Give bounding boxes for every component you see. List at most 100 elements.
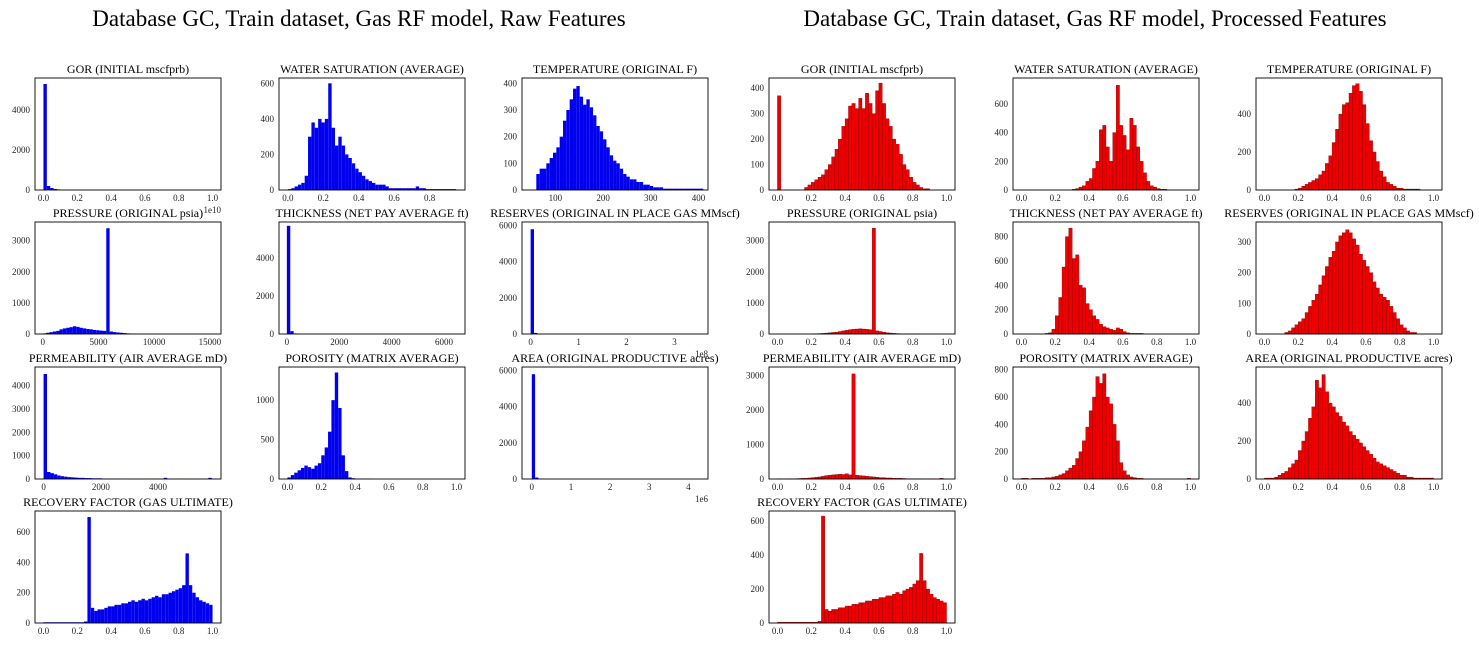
histogram-bar (861, 475, 866, 480)
histogram-bar (1365, 123, 1370, 191)
histogram-bar (1348, 431, 1353, 480)
histogram-bar (1355, 83, 1360, 191)
histogram-bar (669, 188, 674, 190)
y-tick-label: 2000 (12, 145, 31, 155)
histogram-bar (1085, 181, 1090, 191)
histogram-bar (304, 465, 308, 479)
x-tick-label: 2 (624, 337, 629, 347)
histogram-bar (841, 474, 846, 480)
histogram-bar (909, 177, 913, 191)
histogram-bar (375, 184, 379, 190)
histogram-bar (1146, 181, 1151, 191)
histogram-bar (636, 182, 640, 190)
histogram-bar (338, 408, 342, 479)
histogram-bar (583, 104, 587, 190)
histogram-bar (566, 110, 570, 190)
histogram-bar (1308, 182, 1312, 191)
histogram-bar (841, 126, 846, 191)
y-tick-label: 0 (1004, 329, 1009, 339)
histogram-bar (895, 592, 900, 624)
panel-title: PRESSURE (ORIGINAL psia) (53, 206, 203, 220)
axes-frame (768, 366, 956, 480)
histogram-bar (99, 330, 103, 334)
histogram-panel: GOR (INITIAL mscfprb) 0.0 0.2 0.4 0.6 0.8 1.0 0… (12, 62, 221, 215)
x-tick-label: 0.8 (1151, 482, 1163, 492)
histogram-bar (122, 333, 127, 334)
axes-frame (521, 221, 709, 335)
histogram-bar (1338, 416, 1343, 480)
histogram-bar (878, 82, 883, 191)
histogram-bar (405, 188, 410, 190)
histogram-bar (1308, 306, 1312, 335)
histogram-bar (656, 187, 660, 190)
histogram-bar (1372, 457, 1377, 480)
histogram-bar (46, 186, 51, 190)
histogram-bar (1372, 151, 1377, 191)
y-tick-label: 2000 (746, 405, 765, 415)
histogram-bar (1315, 293, 1319, 335)
histogram-bar (171, 591, 176, 623)
histogram-bar (378, 184, 383, 190)
x-tick-label: 0.0 (772, 337, 784, 347)
axes-frame (521, 366, 709, 480)
histogram-bar (626, 176, 630, 190)
x-tick-label: 0.4 (839, 337, 851, 347)
histogram-bar (1311, 180, 1316, 191)
histogram-bar (821, 174, 825, 191)
histogram-bar (1352, 238, 1356, 335)
x-tick-label: 0.6 (1360, 337, 1372, 347)
histogram-bar (841, 330, 846, 335)
histogram-bar (49, 332, 53, 334)
y-tick-label: 200 (504, 132, 518, 142)
x-tick-label: 1.0 (1428, 482, 1440, 492)
x-tick-label: 0.6 (139, 626, 151, 636)
x-tick-label: 2 (608, 482, 613, 492)
histogram-bar (589, 107, 594, 190)
histogram-bar (1318, 387, 1323, 480)
histogram-bar (871, 599, 876, 624)
histogram-bar (683, 188, 687, 190)
x-tick-label: 1.0 (1185, 193, 1197, 203)
histogram-bar (341, 455, 345, 479)
y-tick-label: 6000 (499, 221, 518, 231)
histogram-bar (855, 108, 859, 191)
y-tick-label: 6000 (499, 366, 518, 376)
y-tick-label: 400 (751, 550, 765, 560)
histogram-bar (841, 607, 846, 624)
x-tick-label: 300 (644, 193, 658, 203)
y-tick-label: 0 (513, 474, 518, 484)
x-tick-label: 0.0 (1259, 482, 1271, 492)
y-tick-label: 400 (995, 280, 1009, 290)
histogram-bar (1088, 178, 1093, 191)
histogram-bar (1109, 403, 1113, 480)
y-tick-label: 300 (504, 105, 518, 115)
histogram-bar (114, 604, 118, 623)
y-tick-label: 200 (17, 588, 31, 598)
y-tick-label: 3000 (12, 236, 31, 246)
histogram-bar (851, 373, 856, 480)
histogram-bar (372, 182, 376, 190)
histogram-bar (828, 164, 832, 191)
histogram-bar (1321, 170, 1326, 191)
y-tick-label: 400 (1238, 109, 1252, 119)
y-tick-label: 300 (1238, 237, 1252, 247)
x-tick-label: 0.4 (1326, 193, 1338, 203)
y-tick-label: 0 (760, 474, 765, 484)
histogram-bar (865, 93, 869, 191)
histogram-bar (1342, 232, 1346, 335)
histogram-bar (1328, 257, 1333, 335)
x-tick-label: 0.2 (1293, 482, 1304, 492)
x-tick-label: 0.2 (1293, 337, 1304, 347)
x-tick-label: 0.4 (1326, 482, 1338, 492)
histogram-bar (844, 330, 849, 335)
histogram-bar (165, 594, 169, 623)
histogram-bar (576, 86, 580, 190)
y-tick-label: 2000 (746, 267, 765, 277)
panel-title: GOR (INITIAL mscfprb) (801, 62, 923, 76)
histogram-bar (1095, 376, 1100, 480)
x-tick-label: 0.6 (383, 482, 395, 492)
histogram-bar (151, 597, 156, 623)
x-tick-label: 0.6 (873, 337, 885, 347)
x-tick-label: 0.4 (349, 482, 361, 492)
histogram-bar (1318, 284, 1323, 335)
